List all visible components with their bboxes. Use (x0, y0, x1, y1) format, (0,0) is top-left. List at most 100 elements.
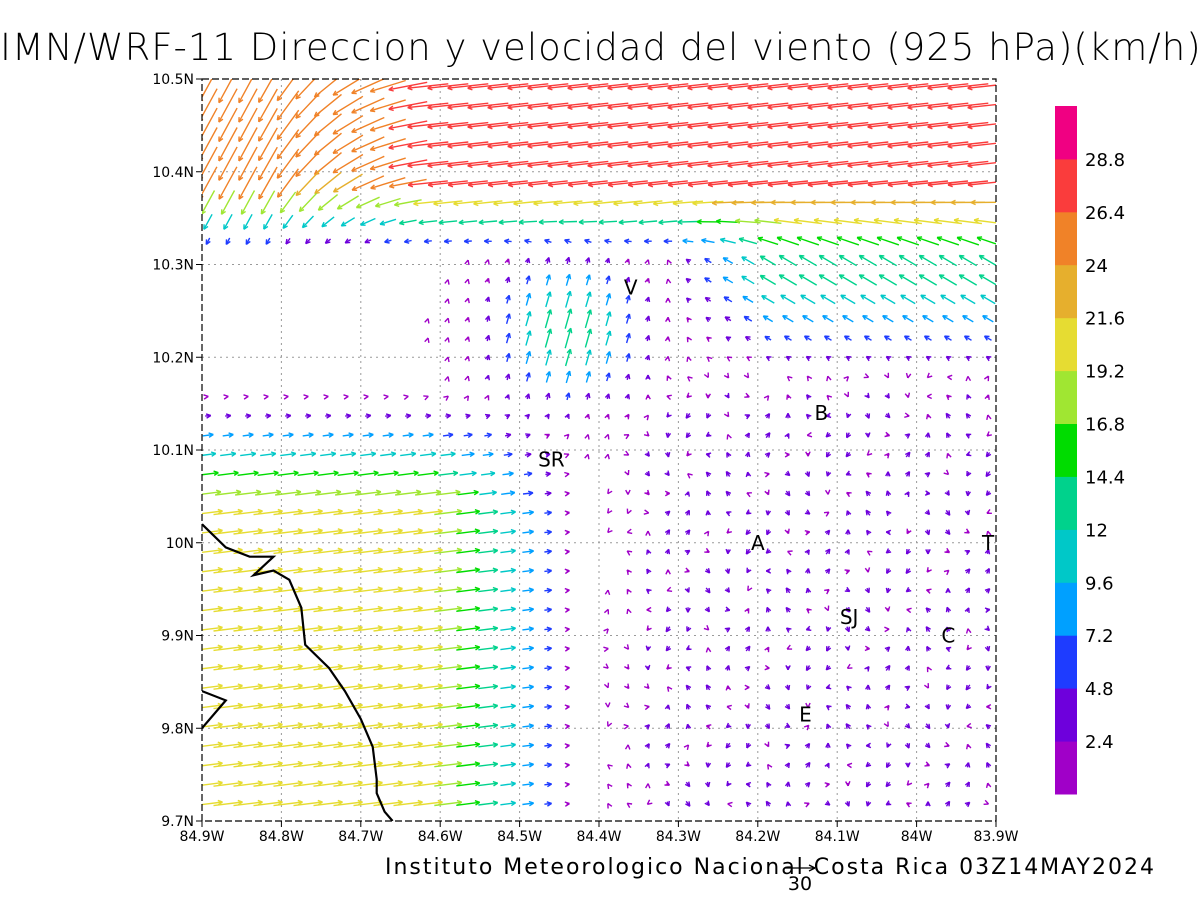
wind-arrow (836, 236, 860, 246)
wind-arrow (862, 315, 874, 323)
wind-arrow (764, 741, 770, 748)
wind-arrow (966, 470, 972, 477)
wind-arrow (778, 274, 798, 286)
wind-arrow (904, 392, 911, 399)
wind-arrow (823, 335, 832, 341)
wind-arrow (845, 743, 852, 749)
wind-arrow (944, 763, 951, 769)
wind-arrow (332, 79, 361, 96)
wind-arrow (764, 452, 771, 458)
wind-arrow (624, 744, 631, 750)
wind-arrow (805, 451, 811, 457)
wind-arrow (643, 683, 650, 690)
wind-arrow (867, 160, 909, 169)
wind-arrow (584, 328, 593, 348)
wind-arrow (864, 625, 871, 632)
wind-arrow (746, 567, 752, 574)
wind-arrow (544, 704, 552, 710)
wind-arrow (407, 160, 449, 169)
place-label: C (941, 624, 955, 648)
wind-arrow (825, 664, 832, 671)
wind-arrow (806, 431, 813, 438)
wind-arrow (684, 587, 690, 593)
wind-arrow (726, 433, 732, 440)
wind-arrow (500, 606, 516, 613)
wind-arrow (846, 412, 852, 419)
wind-arrow (825, 548, 831, 555)
wind-arrow (626, 569, 632, 576)
wind-arrow (355, 196, 380, 209)
wind-arrow (564, 308, 573, 329)
wind-arrow (898, 274, 918, 286)
wind-arrow (370, 177, 406, 190)
wind-arrow (924, 742, 931, 749)
wind-arrow (965, 412, 972, 419)
wind-arrow (938, 274, 958, 286)
wind-arrow (844, 569, 851, 575)
wind-arrow (478, 742, 499, 748)
x-tick-label: 84.9W (179, 829, 224, 845)
wind-arrow (684, 781, 691, 788)
wind-arrow (684, 761, 690, 767)
wind-arrow (944, 741, 950, 748)
wind-arrow (765, 548, 772, 554)
wind-arrow (947, 180, 989, 188)
wind-arrow (624, 664, 630, 670)
wind-arrow (885, 510, 892, 517)
wind-arrow (456, 606, 481, 612)
wind-arrow (833, 217, 862, 225)
wind-arrow (360, 451, 377, 457)
wind-arrow (407, 83, 449, 91)
wind-arrow (860, 294, 876, 305)
wind-arrow (966, 644, 972, 651)
wind-arrow (332, 95, 364, 116)
wind-arrow (923, 683, 930, 689)
wind-arrow (884, 431, 891, 438)
wind-arrow (467, 102, 509, 110)
place-label: SJ (840, 605, 859, 629)
wind-arrow (604, 702, 611, 708)
wind-arrow (807, 121, 849, 130)
wind-arrow (878, 254, 898, 267)
wind-arrow (923, 782, 930, 789)
wind-arrow (644, 489, 650, 496)
wind-arrow (705, 452, 712, 458)
wind-arrow (843, 375, 850, 382)
wind-arrow (295, 150, 321, 178)
wind-arrow (786, 568, 792, 575)
wind-arrow (666, 259, 672, 265)
wind-arrow (522, 587, 534, 593)
wind-arrow (667, 180, 708, 188)
wind-arrow (260, 451, 277, 457)
wind-arrow (764, 684, 771, 690)
wind-arrow (464, 297, 470, 304)
wind-arrow (456, 547, 481, 554)
wind-arrow (623, 450, 630, 456)
wind-arrow (906, 528, 912, 535)
wind-arrow (805, 665, 812, 672)
wind-arrow (865, 355, 872, 362)
wind-arrow (464, 316, 470, 323)
wind-arrow (527, 83, 569, 91)
wind-arrow (544, 548, 552, 555)
wind-arrow (666, 586, 673, 592)
wind-arrow (544, 587, 552, 594)
wind-arrow (351, 79, 385, 95)
wind-arrow (685, 297, 692, 303)
wind-arrow (866, 550, 873, 556)
wind-arrow (434, 547, 463, 554)
wind-arrow (783, 335, 792, 341)
wind-arrow (644, 743, 650, 749)
wind-arrow (884, 393, 890, 399)
wind-arrow (665, 569, 671, 575)
wind-arrow (653, 200, 683, 207)
wind-arrow (664, 548, 671, 555)
colorbar-swatch (1055, 370, 1077, 424)
wind-arrow (865, 684, 871, 690)
wind-arrow (664, 763, 671, 769)
wind-arrow (242, 432, 254, 438)
wind-arrow (687, 376, 693, 382)
wind-arrow (746, 492, 752, 498)
wind-arrow (985, 490, 992, 496)
wind-arrow (664, 452, 671, 458)
